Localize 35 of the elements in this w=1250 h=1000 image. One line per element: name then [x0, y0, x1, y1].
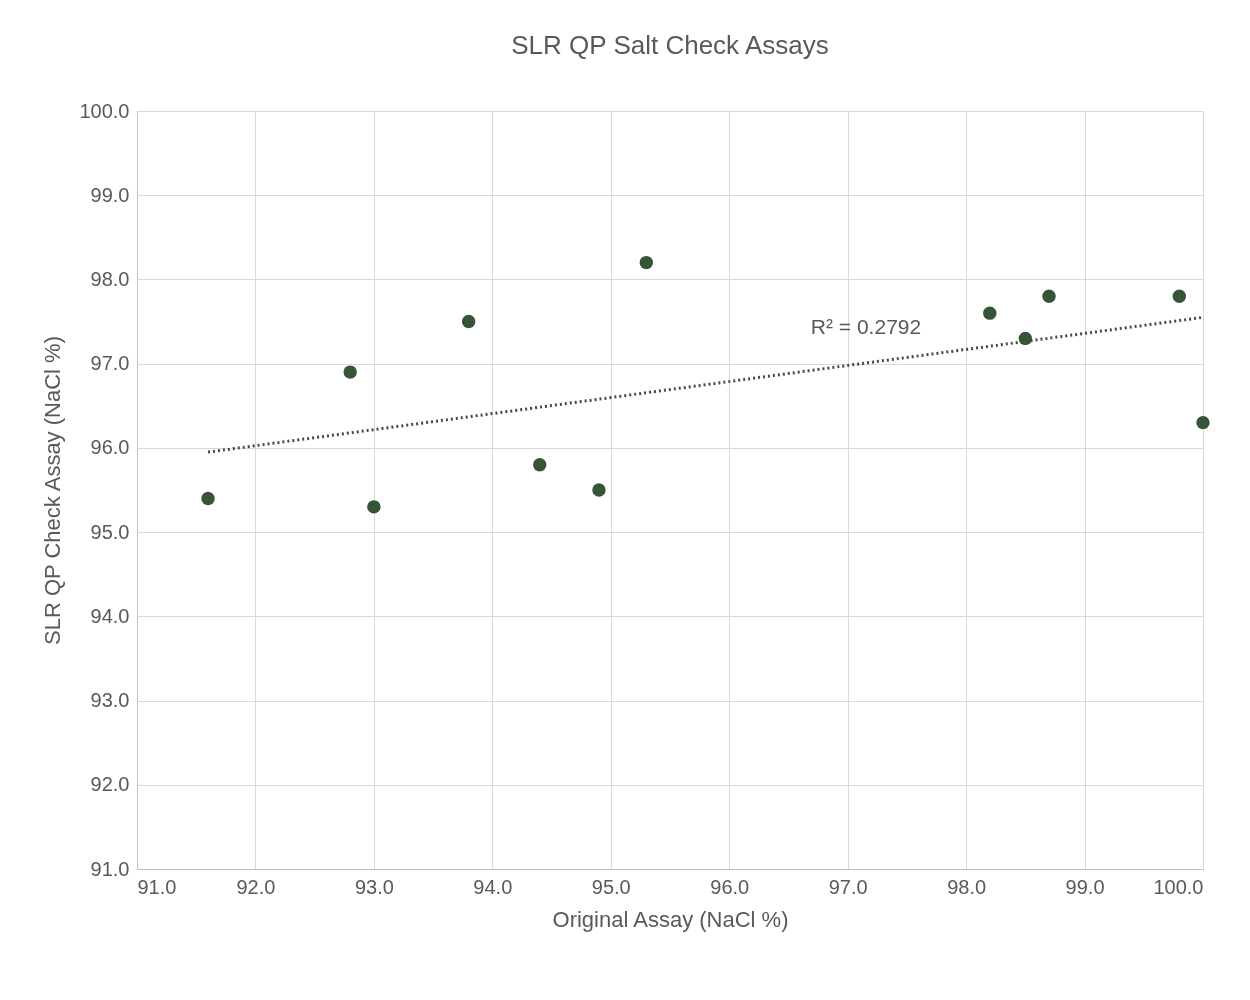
point [533, 458, 547, 472]
x-tick-label: 95.0 [591, 875, 631, 898]
y-tick-label: 94.0 [90, 604, 130, 627]
y-tick-label: 97.0 [90, 352, 130, 375]
annotation: R² = 0.2792 [810, 315, 922, 338]
y-axis-title: SLR QP Check Assay (NaCl %) [40, 336, 66, 645]
y-tick-label: 98.0 [90, 267, 130, 290]
x-tick-label: 94.0 [473, 875, 513, 898]
x-tick-label: 96.0 [710, 875, 750, 898]
point [592, 483, 606, 497]
x-tick-label: 100.0 [1153, 875, 1204, 898]
point [983, 306, 997, 320]
x-tick-label: 99.0 [1065, 875, 1105, 898]
y-tick-label: 100.0 [79, 99, 130, 122]
y-tick-label: 95.0 [90, 520, 130, 543]
point [1042, 289, 1056, 303]
y-tick-label: 99.0 [90, 183, 130, 206]
x-tick-label: 91.0 [137, 875, 177, 898]
point [1172, 289, 1187, 303]
x-tick-label: 97.0 [828, 875, 868, 898]
x-tick-label: 93.0 [354, 875, 394, 898]
point [639, 255, 654, 270]
y-tick-label: 96.0 [90, 436, 130, 459]
point [201, 491, 215, 506]
x-tick-label: 92.0 [236, 875, 276, 898]
point [367, 500, 381, 514]
x-tick-label: 98.0 [947, 875, 987, 898]
y-tick-label: 91.0 [90, 857, 130, 880]
y-tick-label: 92.0 [90, 773, 130, 796]
y-tick-label: 93.0 [90, 689, 130, 712]
point [461, 314, 476, 329]
chart-title: SLR QP Salt Check Assays [511, 30, 829, 60]
point [343, 365, 357, 379]
point [1196, 415, 1210, 430]
x-axis-title: Original Assay (NaCl %) [552, 906, 789, 932]
